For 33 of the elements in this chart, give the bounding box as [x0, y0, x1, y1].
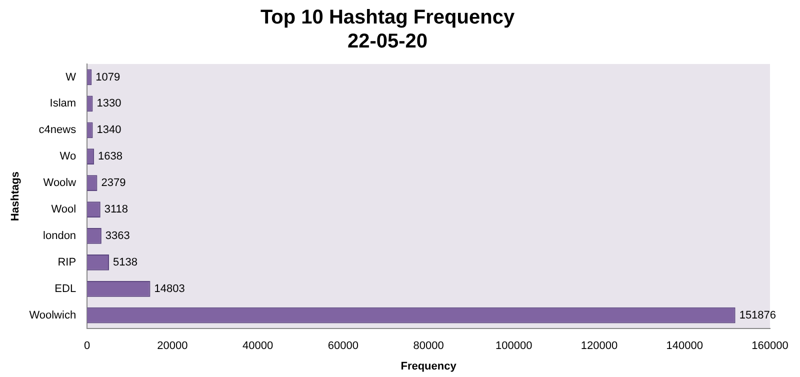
x-tick-label: 120000	[580, 340, 618, 352]
y-tick-label: W	[66, 71, 77, 84]
data-label: 1330	[96, 98, 122, 110]
y-axis-title: Hashtags	[10, 172, 22, 222]
y-tick-label: Wool	[51, 204, 76, 216]
x-tick-label: 140000	[666, 340, 703, 352]
chart-title: Top 10 Hashtag Frequency	[260, 6, 516, 29]
data-label: 5138	[113, 256, 138, 268]
x-tick-label: 100000	[496, 340, 532, 352]
x-tick-label: 60000	[328, 340, 358, 352]
x-tick-label: 40000	[242, 340, 274, 352]
y-tick-label: Woolw	[43, 177, 76, 190]
data-label: 14803	[154, 282, 185, 295]
x-tick-label: 160000	[752, 340, 788, 352]
x-tick-label: 80000	[413, 340, 444, 352]
data-label: 3363	[105, 230, 130, 242]
y-tick-label: Wo	[60, 150, 76, 163]
chart-subtitle: 22-05-20	[347, 30, 428, 53]
data-label: 151876	[739, 309, 776, 322]
data-label: 1638	[98, 150, 123, 163]
data-label: 1340	[96, 124, 122, 136]
y-tick-label: EDL	[54, 282, 76, 295]
x-axis-title: Frequency	[400, 360, 458, 372]
y-tick-label: london	[43, 230, 76, 242]
data-label: 2379	[101, 177, 126, 190]
y-tick-label: c4news	[38, 124, 77, 136]
y-tick-label: Woolwich	[29, 309, 76, 322]
x-tick-label: 0	[84, 340, 90, 352]
x-tick-label: 20000	[157, 340, 188, 352]
data-label: 1079	[96, 71, 120, 84]
y-tick-label: Islam	[50, 98, 76, 110]
y-tick-label: RIP	[58, 256, 76, 268]
data-label: 3118	[104, 204, 128, 216]
